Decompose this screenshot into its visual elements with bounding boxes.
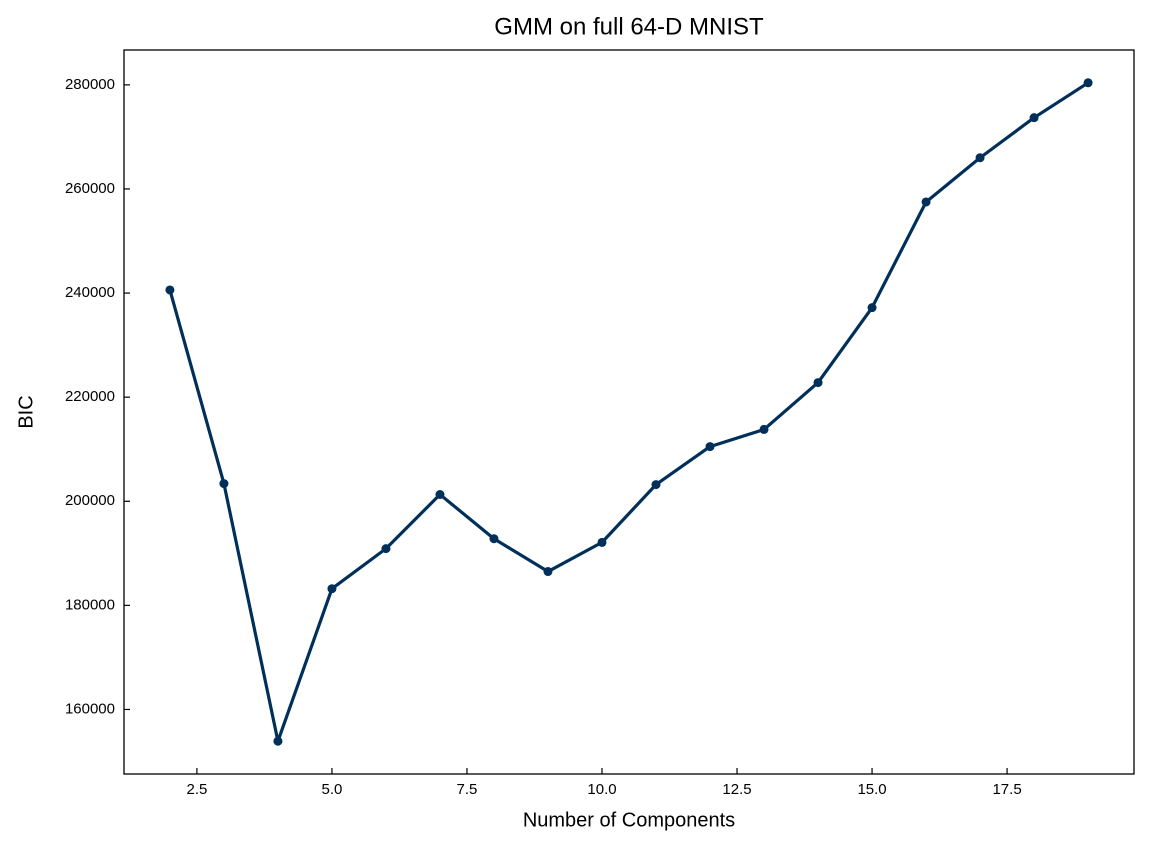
y-tick-label: 260000 <box>65 180 115 197</box>
data-line <box>168 81 1089 743</box>
data-point <box>867 303 877 313</box>
data-point <box>705 442 715 452</box>
data-point <box>813 378 823 388</box>
data-point <box>975 153 985 163</box>
x-tick-label: 17.5 <box>992 781 1021 798</box>
data-point <box>327 584 337 594</box>
data-point <box>921 197 931 207</box>
y-tick-label: 160000 <box>65 700 115 717</box>
y-tick-label: 200000 <box>65 492 115 509</box>
chart-title: GMM on full 64-D MNIST <box>494 13 764 40</box>
data-point <box>543 567 553 577</box>
x-axis-label: Number of Components <box>523 809 735 831</box>
data-point <box>381 544 391 554</box>
data-point <box>651 480 661 490</box>
data-point <box>165 285 175 295</box>
data-point <box>489 534 499 544</box>
y-axis-label: BIC <box>15 395 37 428</box>
data-point <box>759 424 769 434</box>
x-tick-label: 5.0 <box>322 781 343 798</box>
data-point <box>597 537 607 547</box>
y-tick-label: 280000 <box>65 76 115 93</box>
x-tick-label: 7.5 <box>457 781 478 798</box>
x-tick-label: 10.0 <box>587 781 616 798</box>
x-tick-label: 15.0 <box>857 781 886 798</box>
data-point <box>219 479 229 489</box>
data-point <box>273 736 283 746</box>
y-tick-label: 180000 <box>65 596 115 613</box>
y-tick-label: 240000 <box>65 284 115 301</box>
x-tick-label: 12.5 <box>722 781 751 798</box>
data-point <box>1083 78 1093 88</box>
plot-frame <box>123 49 1135 775</box>
y-tick-label: 220000 <box>65 388 115 405</box>
data-point <box>435 489 445 499</box>
x-tick-label: 2.5 <box>186 781 207 798</box>
data-point <box>1029 113 1039 123</box>
